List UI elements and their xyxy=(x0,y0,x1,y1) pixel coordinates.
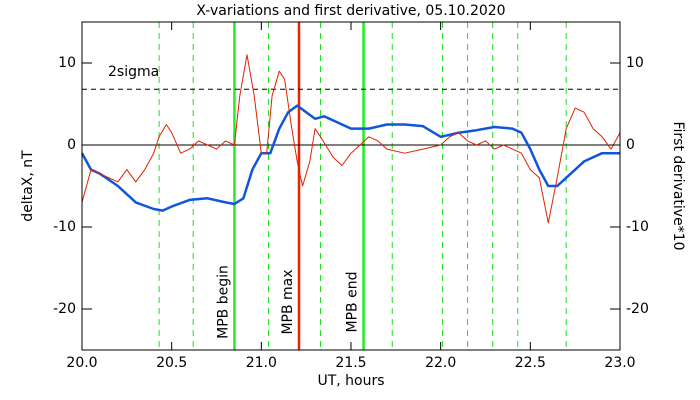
data-line xyxy=(81,54,621,224)
x-tick-label: 21.5 xyxy=(335,355,366,371)
y2-tick-label: -10 xyxy=(626,219,649,235)
x-tick-label: 22.5 xyxy=(515,355,546,371)
marker-label: MPB begin xyxy=(215,265,231,339)
marker-label: MPB end xyxy=(345,272,361,333)
y2-tick-label: -20 xyxy=(626,301,649,317)
x-tick-label: 20.5 xyxy=(156,355,187,371)
marker-label: MPB max xyxy=(280,269,296,334)
x-axis-label: UT, hours xyxy=(317,373,384,389)
y-tick-label: 10 xyxy=(58,55,76,71)
data-line xyxy=(80,104,620,212)
y2-axis-label: First derivative*10 xyxy=(670,121,686,250)
threshold-label: 2sigma xyxy=(108,64,159,80)
y-tick-label: -20 xyxy=(53,301,76,317)
x-tick-label: 22.0 xyxy=(425,355,456,371)
x-tick-label: 20.0 xyxy=(66,355,97,371)
y-tick-label: -10 xyxy=(53,219,76,235)
y-tick-label: 0 xyxy=(67,137,76,153)
y2-tick-label: 0 xyxy=(626,137,635,153)
x-tick-label: 21.0 xyxy=(246,355,277,371)
y-axis-label: deltaX, nT xyxy=(20,150,36,222)
x-tick-label: 23.0 xyxy=(604,355,635,371)
chart-title: X-variations and first derivative, 05.10… xyxy=(196,3,505,19)
y2-tick-label: 10 xyxy=(626,55,644,71)
